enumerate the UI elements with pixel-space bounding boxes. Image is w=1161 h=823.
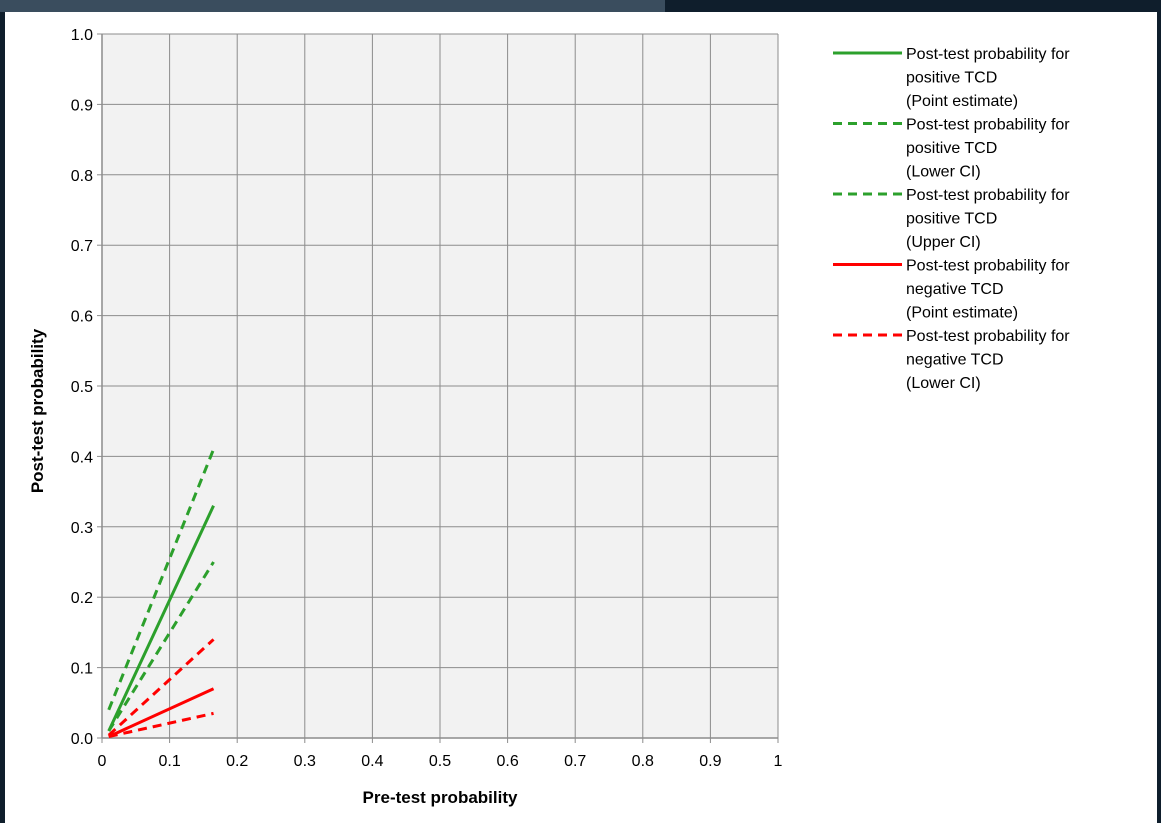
legend: Post-test probability for positive TCD (Po… — [833, 46, 1070, 392]
chart-svg: 0 0.1 0.2 0.3 0.4 0.5 0.6 0.7 0.8 0.9 1 0.0 0.1 0.2 0.… — [28, 27, 1070, 807]
x-tick-label: 0.8 — [632, 753, 654, 770]
y-tick-label: 0.1 — [71, 661, 93, 678]
x-tick-label: 0.2 — [226, 753, 248, 770]
legend-entry-text: Post-test probability for — [906, 258, 1070, 275]
legend-entry-text: negative TCD — [906, 281, 1004, 298]
y-tick-label: 0.7 — [71, 238, 93, 255]
grid-lines — [101, 33, 779, 739]
y-tick-label: 0.6 — [71, 309, 93, 326]
series-line-3 — [108, 687, 215, 738]
legend-entry-text: Post-test probability for — [906, 187, 1070, 204]
chart-figure: 0 0.1 0.2 0.3 0.4 0.5 0.6 0.7 0.8 0.9 1 0.0 0.1 0.2 0.… — [5, 12, 1157, 823]
legend-entry-text: Post-test probability for — [906, 117, 1070, 134]
x-tick-label: 1 — [774, 753, 783, 770]
x-tick-label: 0.5 — [429, 753, 451, 770]
legend-entry-text: (Lower CI) — [906, 375, 981, 392]
x-tick-label: 0.4 — [361, 753, 383, 770]
series-line-4 — [108, 711, 214, 739]
y-tick-label: 0.3 — [71, 520, 93, 537]
x-tick-label: 0.9 — [699, 753, 721, 770]
series-line-1 — [107, 561, 215, 732]
series-line-2 — [107, 448, 215, 711]
frame-top-bar-dark — [665, 0, 1161, 12]
x-tick-label: 0.7 — [564, 753, 586, 770]
x-tick-label: 0.3 — [294, 753, 316, 770]
y-tick-label: 1.0 — [71, 27, 93, 44]
series-line-0 — [107, 505, 215, 732]
legend-entry-text: (Point estimate) — [906, 305, 1018, 322]
x-axis-title: Pre-test probability — [363, 788, 518, 807]
series-line-5 — [107, 638, 215, 737]
y-tick-label: 0.5 — [71, 379, 93, 396]
x-tick-label: 0.1 — [158, 753, 180, 770]
legend-entry-text: negative TCD — [906, 352, 1004, 369]
legend-entry-text: Post-test probability for — [906, 328, 1070, 345]
y-tick-label: 0.0 — [71, 731, 93, 748]
y-tick-label: 0.8 — [71, 168, 93, 185]
tick-labels: 0 0.1 0.2 0.3 0.4 0.5 0.6 0.7 0.8 0.9 1 0.0 0.1 0.2 0.… — [71, 27, 783, 770]
axes — [97, 33, 779, 743]
y-tick-label: 0.9 — [71, 97, 93, 114]
legend-entry-text: positive TCD — [906, 70, 997, 87]
y-axis-title: Post-test probability — [28, 328, 47, 493]
series-lines — [107, 448, 215, 739]
legend-entry-text: (Upper CI) — [906, 234, 981, 251]
x-tick-label: 0.6 — [496, 753, 518, 770]
y-tick-label: 0.4 — [71, 449, 93, 466]
legend-entry-text: positive TCD — [906, 211, 997, 228]
legend-entry-text: positive TCD — [906, 140, 997, 157]
legend-entry-text: Post-test probability for — [906, 46, 1070, 63]
frame-top-bar — [0, 0, 665, 12]
x-tick-label: 0 — [98, 753, 107, 770]
y-tick-label: 0.2 — [71, 590, 93, 607]
legend-entry-text: (Point estimate) — [906, 93, 1018, 110]
legend-entry-text: (Lower CI) — [906, 164, 981, 181]
